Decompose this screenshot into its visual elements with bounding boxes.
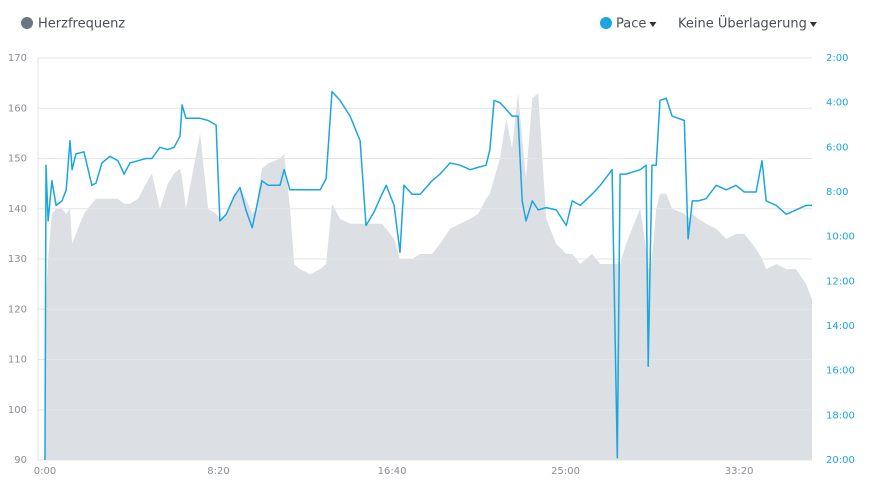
dropdown-arrow[interactable] xyxy=(649,22,657,27)
x-tick-label: 0:00 xyxy=(34,466,56,477)
y-tick-label: 110 xyxy=(8,355,27,366)
y-tick-label: 170 xyxy=(8,53,27,64)
line xyxy=(44,90,812,461)
y2-tick-label: 8:00 xyxy=(826,187,848,198)
y-tick-label: 130 xyxy=(8,254,27,265)
area xyxy=(45,93,812,460)
y2-tick-label: 20:00 xyxy=(826,455,855,466)
y-tick-label: 140 xyxy=(8,204,27,215)
dropdown-arrow[interactable] xyxy=(809,22,817,27)
y2-tick-label: 16:00 xyxy=(826,366,855,377)
y-tick-label: 90 xyxy=(14,455,27,466)
y-tick-label: 120 xyxy=(8,304,27,315)
y2-tick-label: 12:00 xyxy=(826,276,855,287)
overlay-dropdown[interactable]: Keine Überlagerung xyxy=(678,15,807,32)
y-tick-label: 160 xyxy=(8,103,27,114)
legend-marker xyxy=(21,17,33,29)
x-tick-label: 16:40 xyxy=(378,466,407,477)
x-tick-label: 8:20 xyxy=(207,466,229,477)
x-tick-label: 25:00 xyxy=(551,466,580,477)
grid xyxy=(38,57,812,461)
y-tick-label: 100 xyxy=(8,405,27,416)
legend-marker xyxy=(600,17,612,29)
y2-tick-label: 10:00 xyxy=(826,232,855,243)
y2-tick-label: 18:00 xyxy=(826,410,855,421)
y2-tick-label: 14:00 xyxy=(826,321,855,332)
legend-label[interactable]: Pace xyxy=(616,17,646,32)
legend: Herzfrequenz Pace Keine Überlagerung xyxy=(21,15,817,32)
y-tick-label: 150 xyxy=(8,154,27,165)
y2-tick-label: 2:00 xyxy=(826,53,848,64)
x-tick-label: 33:20 xyxy=(725,466,754,477)
y2-tick-label: 4:00 xyxy=(826,98,848,109)
y2-tick-label: 6:00 xyxy=(826,142,848,153)
legend-label[interactable]: Herzfrequenz xyxy=(38,17,125,32)
